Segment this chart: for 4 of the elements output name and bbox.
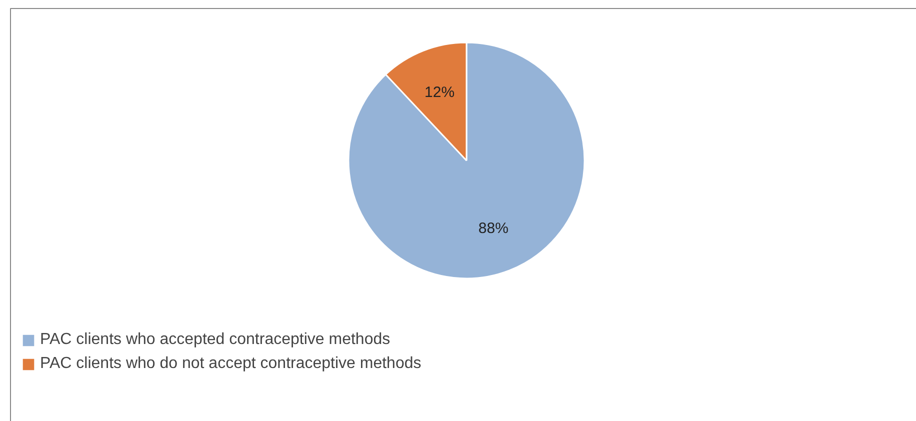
data-label: 12%: [424, 84, 455, 101]
legend-label: PAC clients who accepted contraceptive methods: [40, 331, 390, 349]
legend-label: PAC clients who do not accept contraceptive methods: [40, 355, 422, 373]
data-label: 88%: [478, 220, 508, 238]
